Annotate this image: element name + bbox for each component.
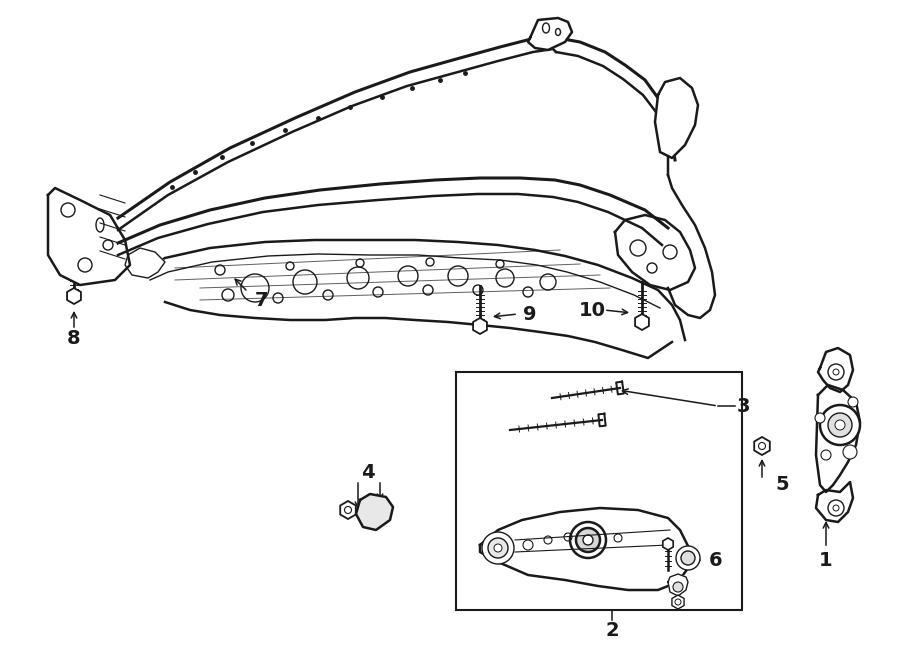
Text: 5: 5 [775, 475, 788, 494]
Text: 7: 7 [256, 290, 269, 309]
Circle shape [494, 544, 502, 552]
Polygon shape [48, 188, 130, 285]
Circle shape [835, 420, 845, 430]
Circle shape [828, 500, 844, 516]
Circle shape [828, 364, 844, 380]
Circle shape [673, 582, 683, 592]
Circle shape [681, 551, 695, 565]
Polygon shape [655, 78, 698, 158]
Circle shape [848, 397, 858, 407]
Polygon shape [615, 215, 695, 290]
Polygon shape [356, 494, 393, 530]
Text: 10: 10 [579, 301, 606, 319]
Text: 9: 9 [523, 305, 536, 323]
Circle shape [820, 405, 860, 445]
Circle shape [488, 538, 508, 558]
Polygon shape [125, 248, 165, 278]
Circle shape [815, 413, 825, 423]
Polygon shape [818, 348, 853, 392]
Polygon shape [816, 482, 853, 522]
Text: 3: 3 [736, 397, 750, 416]
Polygon shape [816, 385, 860, 492]
Circle shape [583, 535, 593, 545]
Text: 2: 2 [605, 621, 619, 639]
Text: 8: 8 [68, 329, 81, 348]
Circle shape [821, 450, 831, 460]
Polygon shape [528, 18, 572, 50]
Polygon shape [668, 574, 688, 596]
Circle shape [576, 528, 600, 552]
Text: 6: 6 [709, 551, 723, 570]
Circle shape [828, 413, 852, 437]
Circle shape [482, 532, 514, 564]
Text: 1: 1 [819, 551, 832, 570]
Polygon shape [668, 175, 715, 318]
Circle shape [676, 546, 700, 570]
Circle shape [570, 522, 606, 558]
Polygon shape [480, 508, 690, 590]
Text: 4: 4 [361, 463, 374, 481]
Bar [456, 372, 742, 610]
Circle shape [843, 445, 857, 459]
